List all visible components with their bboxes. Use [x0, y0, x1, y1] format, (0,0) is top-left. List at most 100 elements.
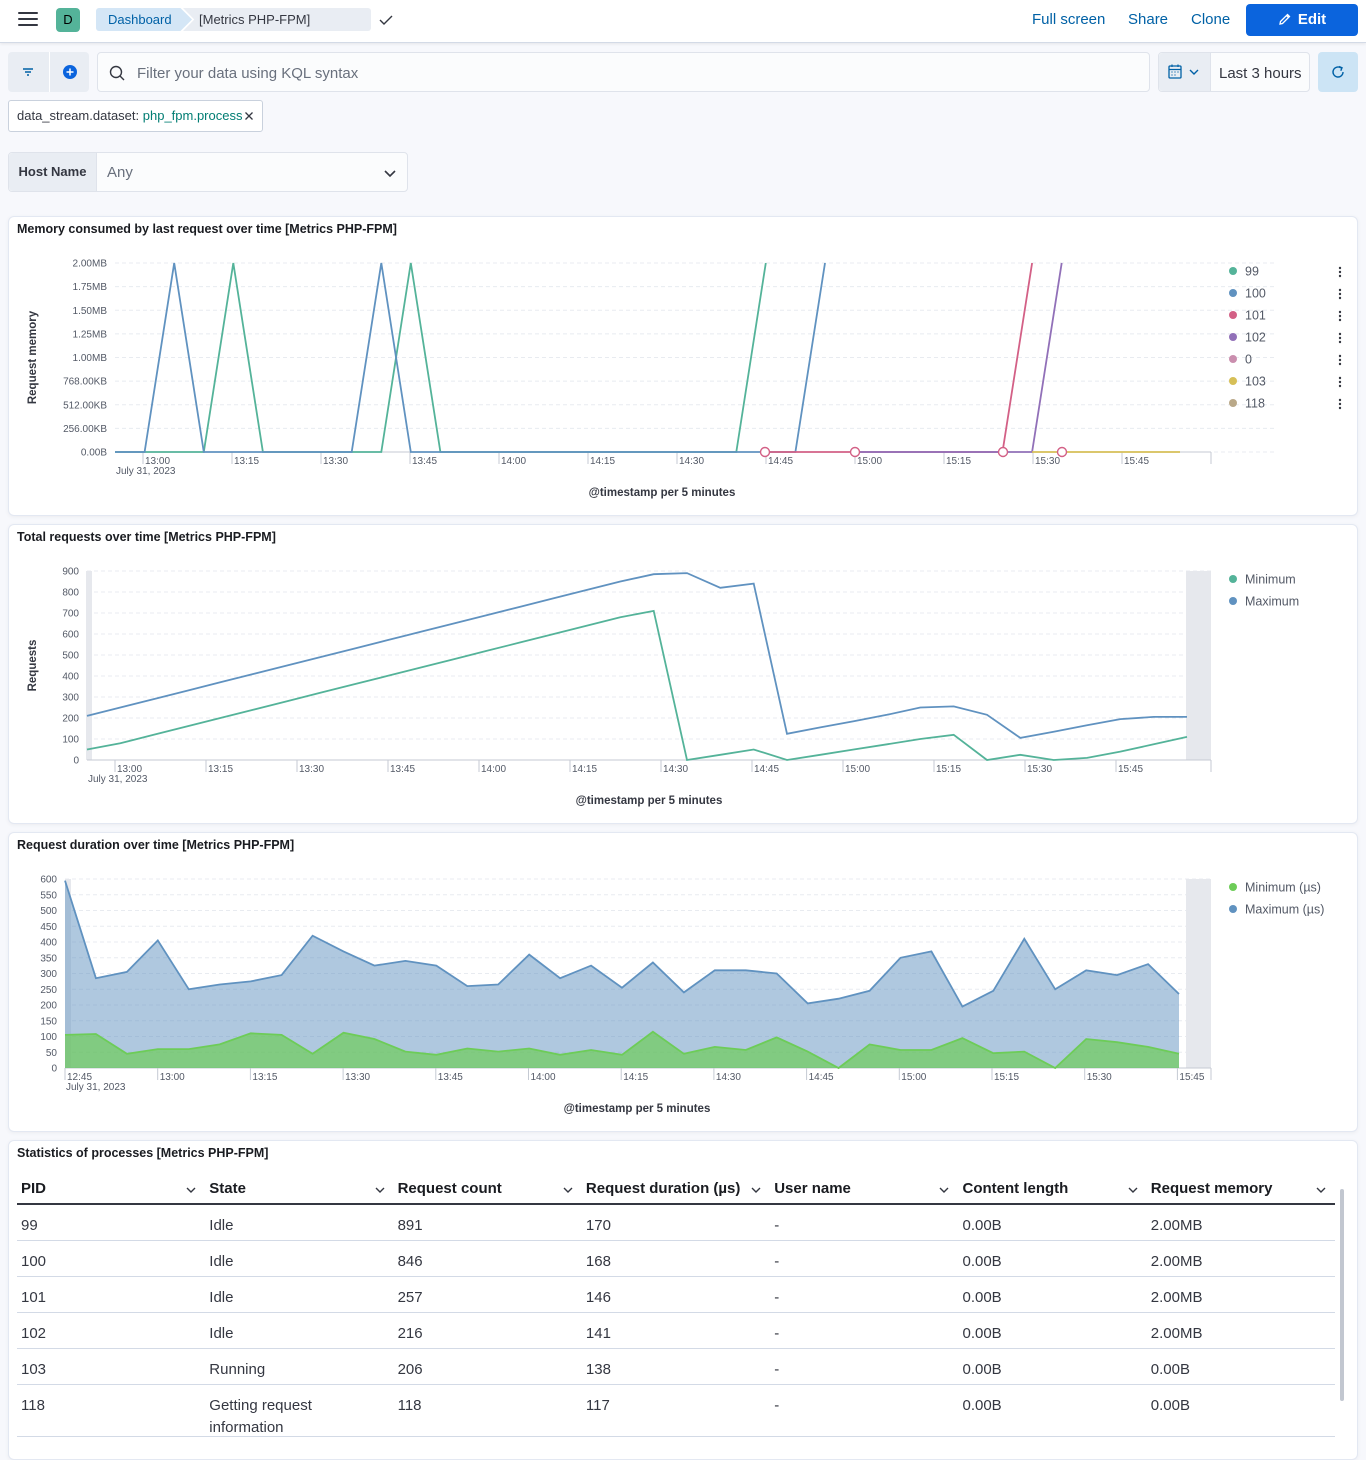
column-header[interactable]: Request duration (µs): [582, 1175, 770, 1203]
x-tick-label: 15:45: [1118, 764, 1143, 775]
check-icon[interactable]: [378, 12, 394, 28]
space-avatar[interactable]: D: [56, 8, 80, 32]
table-cell: 102: [21, 1325, 47, 1342]
host-name-label: Host Name: [9, 153, 97, 191]
legend-swatch: [1229, 597, 1237, 605]
column-header[interactable]: Content length: [958, 1175, 1146, 1203]
column-header[interactable]: Request count: [394, 1175, 582, 1203]
edit-button[interactable]: Edit: [1246, 4, 1358, 36]
duration-panel: Request duration over time [Metrics PHP-…: [8, 832, 1358, 1132]
x-tick-label: 14:30: [716, 1072, 741, 1083]
kql-search-input[interactable]: Filter your data using KQL syntax: [97, 52, 1150, 92]
top-nav-bar: D Dashboard [Metrics PHP-FPM] Process Fu…: [0, 0, 1366, 43]
column-header[interactable]: State: [205, 1175, 393, 1203]
search-placeholder: Filter your data using KQL syntax: [137, 65, 359, 82]
chevron-down-icon[interactable]: [383, 166, 397, 180]
table-cell: 100: [21, 1253, 47, 1270]
table-cell: 216: [397, 1325, 423, 1342]
legend-label: 103: [1245, 375, 1266, 389]
breadcrumb-current: [Metrics PHP-FPM] Process: [183, 8, 371, 31]
x-tick-label: 14:15: [572, 764, 597, 775]
x-tick-label: 13:45: [390, 764, 415, 775]
y-tick-label: 50: [46, 1048, 58, 1059]
table-cell: 103: [21, 1361, 47, 1378]
menu-icon[interactable]: [18, 12, 38, 28]
y-tick-label: 100: [62, 735, 79, 746]
quick-select-button[interactable]: [1159, 53, 1211, 91]
y-tick-label: 0: [51, 1064, 57, 1075]
x-tick-label: 13:30: [323, 456, 348, 467]
x-tick-label: 15:45: [1124, 456, 1149, 467]
column-header[interactable]: Request memory: [1147, 1175, 1335, 1203]
host-name-control[interactable]: Host Name Any: [8, 152, 408, 192]
breadcrumb-dashboard[interactable]: Dashboard: [96, 8, 192, 31]
y-tick-label: 500: [62, 651, 79, 662]
date-range-text[interactable]: Last 3 hours: [1219, 65, 1302, 82]
column-header-label: PID: [21, 1180, 47, 1197]
y-tick-label: 1.00MB: [73, 353, 108, 364]
column-header-label: Request count: [397, 1180, 502, 1197]
host-name-value[interactable]: Any: [107, 164, 133, 181]
legend-label: 101: [1245, 309, 1266, 323]
filter-menu-button[interactable]: [8, 52, 48, 92]
refresh-button[interactable]: [1318, 52, 1358, 92]
date-picker[interactable]: Last 3 hours: [1158, 52, 1310, 92]
table-cell: 0.00B: [962, 1253, 1002, 1270]
column-header[interactable]: User name: [770, 1175, 958, 1203]
add-filter-button[interactable]: [49, 52, 89, 92]
y-tick-label: 250: [40, 985, 57, 996]
y-tick-label: 400: [62, 672, 79, 683]
table-cell: Running: [209, 1361, 266, 1378]
filter-pill-value: php_fpm.process: [142, 108, 243, 123]
column-header-label: State: [209, 1180, 246, 1197]
series-line: [86, 572, 1187, 739]
chevron-down-icon[interactable]: [562, 1184, 574, 1196]
series-area: [65, 880, 1179, 1068]
table-cell: 891: [397, 1217, 423, 1234]
chevron-down-icon[interactable]: [1127, 1184, 1139, 1196]
x-tick-label: 14:45: [809, 1072, 834, 1083]
table-cell: Getting request information: [209, 1397, 312, 1436]
column-header[interactable]: PID: [17, 1175, 205, 1203]
x-tick-label: 13:45: [412, 456, 437, 467]
y-tick-label: 300: [40, 969, 57, 980]
table-scrollbar[interactable]: [1340, 1189, 1344, 1401]
table-cell: 99: [21, 1217, 38, 1234]
legend-options-icon: [1338, 406, 1342, 410]
out-of-range-shade: [1186, 571, 1211, 760]
out-of-range-shade: [86, 571, 92, 760]
y-tick-label: 800: [62, 588, 79, 599]
chevron-down-icon[interactable]: [1315, 1184, 1327, 1196]
x-tick-label: 13:15: [252, 1072, 277, 1083]
y-axis-title: Requests: [27, 640, 39, 692]
x-tick-label: 13:00: [145, 456, 170, 467]
chevron-down-icon[interactable]: [374, 1184, 386, 1196]
full-screen-button[interactable]: Full screen: [1032, 11, 1106, 28]
legend-options-icon: [1338, 266, 1342, 270]
stats-table: PID State Request count Request duration (µ…: [17, 1175, 1335, 1437]
table-cell: 146: [585, 1289, 611, 1306]
y-tick-label: 600: [40, 875, 57, 886]
filter-pill[interactable]: data_stream.dataset: php_fpm.process: [8, 100, 263, 132]
y-tick-label: 300: [62, 693, 79, 704]
share-button[interactable]: Share: [1128, 11, 1169, 28]
legend-options-icon: [1338, 402, 1342, 406]
clone-button[interactable]: Clone: [1191, 11, 1231, 28]
table-cell: 138: [585, 1361, 611, 1378]
close-icon[interactable]: [244, 111, 254, 121]
memory-panel: Memory consumed by last request over tim…: [8, 216, 1358, 516]
gap-marker: [997, 446, 1009, 458]
chevron-down-icon[interactable]: [938, 1184, 950, 1196]
chevron-down-icon[interactable]: [750, 1184, 762, 1196]
legend-options-icon: [1338, 332, 1342, 336]
y-tick-label: 0.00B: [81, 448, 107, 459]
table-cell: -: [774, 1361, 780, 1378]
y-tick-label: 1.75MB: [73, 282, 108, 293]
legend-options-icon: [1338, 292, 1342, 296]
table-cell: 0.00B: [962, 1289, 1002, 1306]
table-row: 99 Idle 891 170 - 0.00B 2.00MB: [17, 1205, 1335, 1241]
legend-options-icon: [1338, 358, 1342, 362]
table-cell: 2.00MB: [1150, 1289, 1203, 1306]
chevron-down-icon[interactable]: [185, 1184, 197, 1196]
table-cell: 0.00B: [962, 1217, 1002, 1234]
